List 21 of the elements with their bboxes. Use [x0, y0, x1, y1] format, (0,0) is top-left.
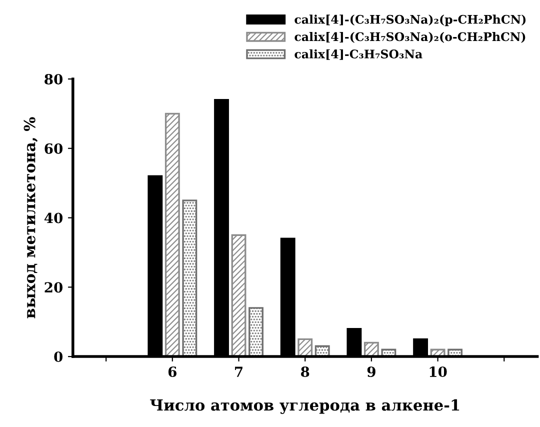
bar: [248, 307, 264, 357]
x-tick-label: 9: [367, 366, 376, 378]
x-tick-label: 8: [300, 366, 310, 378]
y-tick-label: 60: [44, 143, 63, 154]
x-tick-label: 6: [168, 366, 176, 378]
y-tick-label: 20: [44, 282, 63, 293]
y-axis-title: выход метилкетона, %: [24, 117, 38, 318]
bar: [164, 112, 180, 357]
x-axis-title: Число атомов углерода в алкене-1: [150, 399, 460, 414]
y-tick-label: 0: [54, 352, 63, 362]
bar: [364, 342, 379, 357]
bar: [182, 200, 198, 357]
y-tick-label: 40: [44, 212, 63, 224]
legend-label: calix[4]-(C₃H₇SO₃Na)₂(p-CH₂PhCN): [294, 14, 526, 26]
bar: [298, 338, 313, 357]
legend-label: calix[4]-C₃H₇SO₃Na: [294, 49, 422, 60]
y-tick-label: 80: [44, 74, 63, 84]
x-tick-label: 7: [235, 366, 242, 377]
x-tick-label: 10: [430, 366, 447, 378]
legend-label: calix[4]-(C₃H₇SO₃Na)₂(o-CH₂PhCN): [294, 32, 526, 43]
bar: [231, 234, 246, 357]
